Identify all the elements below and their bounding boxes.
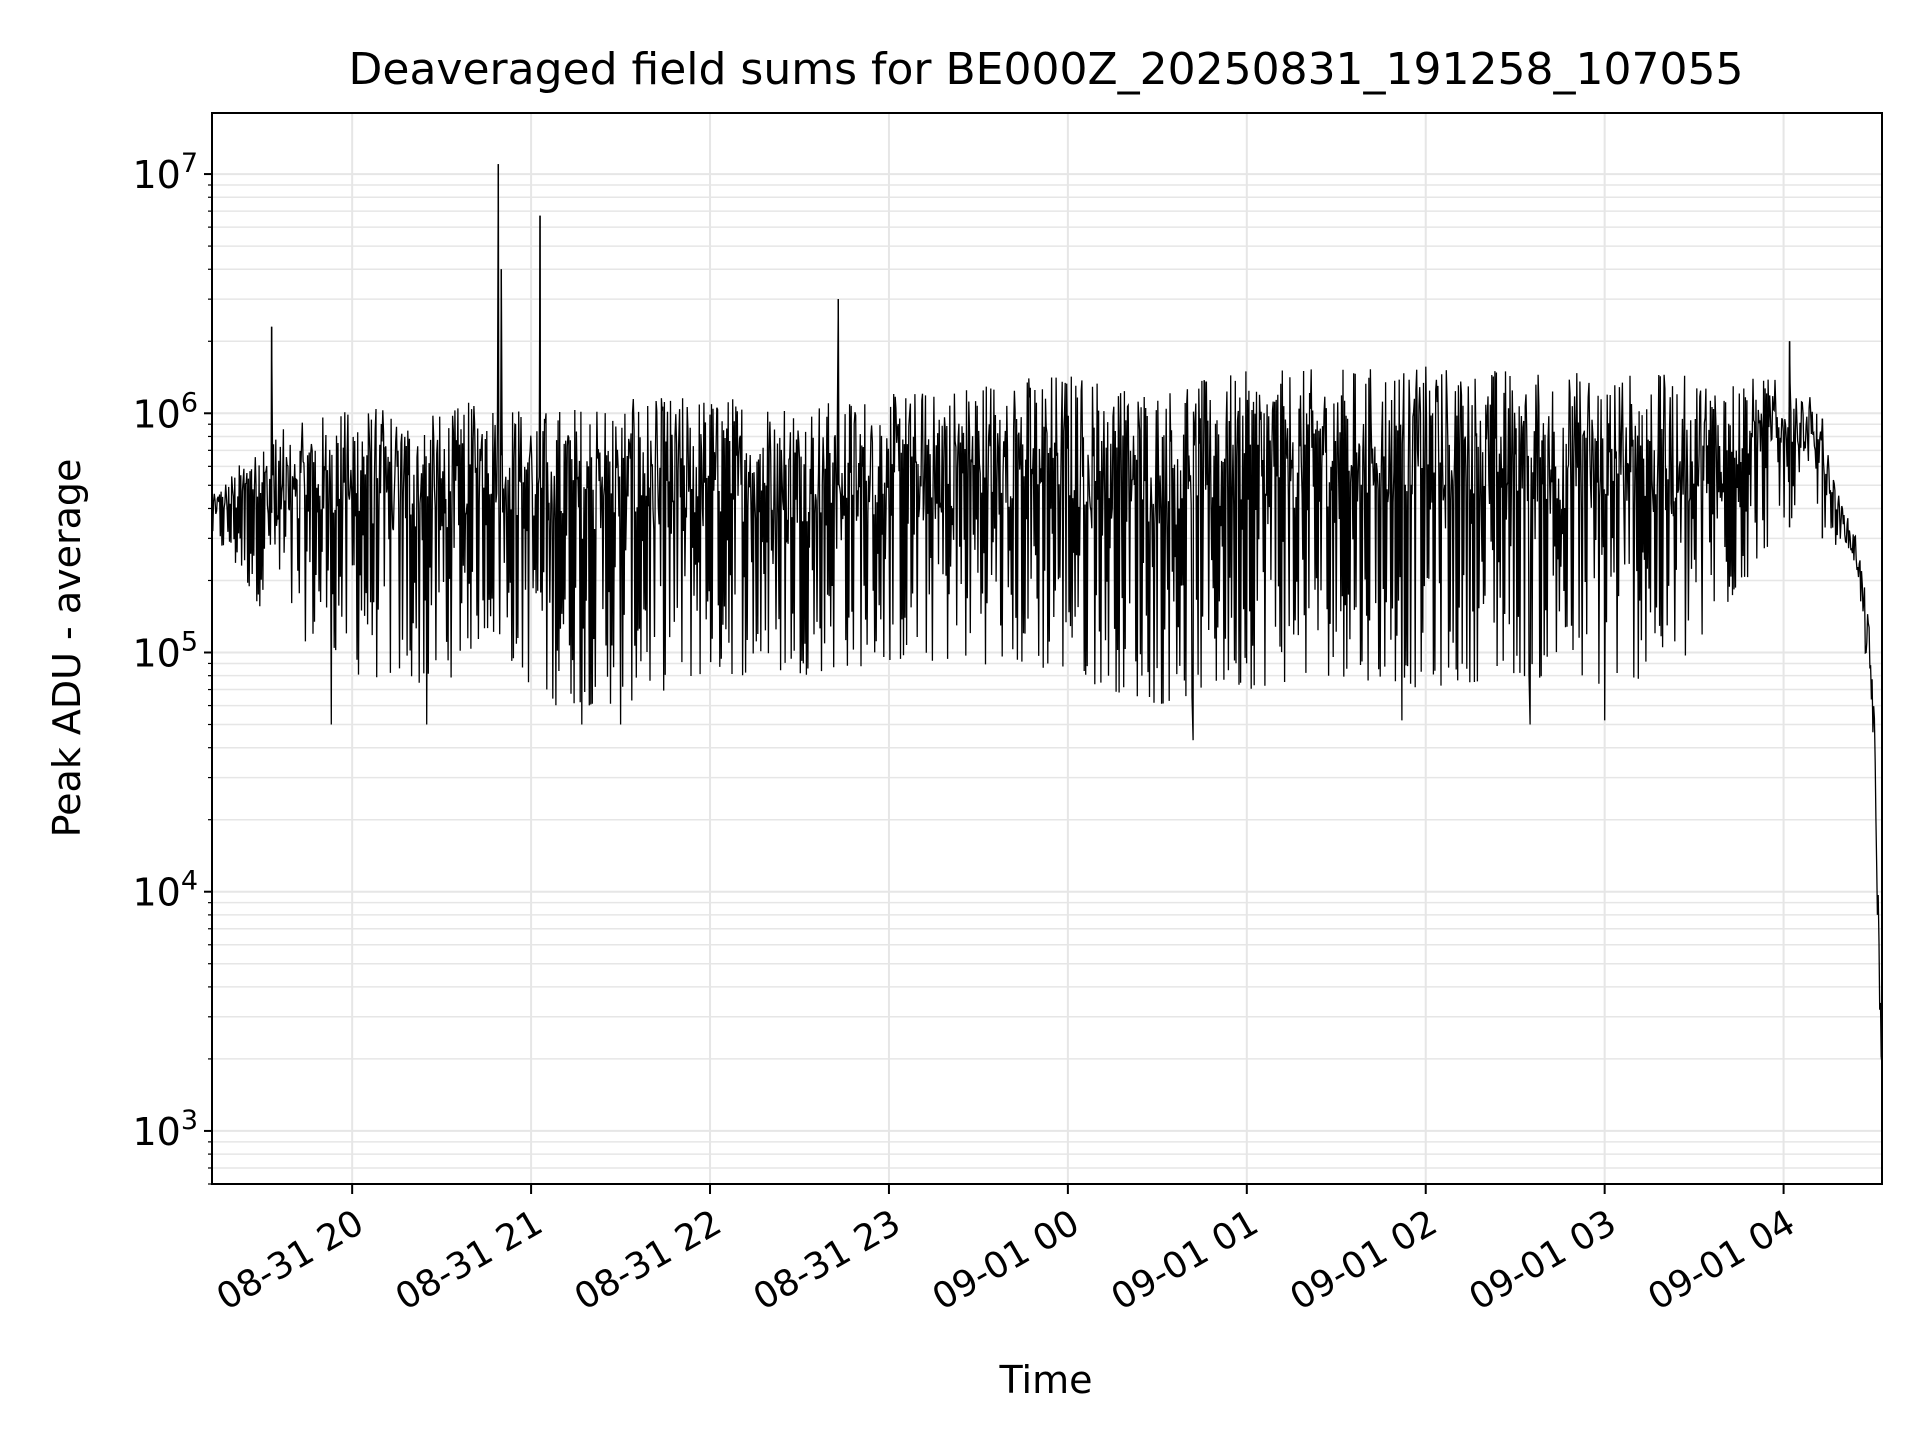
y-axis-label: Peak ADU - average [45, 459, 89, 838]
series-layer [212, 164, 1882, 1065]
x-axis-label: Time [999, 1358, 1093, 1402]
y-tick-label: 107 [132, 148, 198, 197]
y-axis: 103 104 105 106 107 [132, 148, 212, 1185]
y-tick-label: 105 [132, 626, 198, 675]
plot-frame [211, 112, 1883, 1185]
chart-title: Deaveraged field sums for BE000Z_2025083… [349, 44, 1744, 95]
y-tick-label: 106 [132, 387, 198, 436]
y-tick-label: 104 [132, 866, 198, 915]
series-line [212, 164, 1882, 1065]
y-tick-label: 103 [132, 1105, 198, 1154]
